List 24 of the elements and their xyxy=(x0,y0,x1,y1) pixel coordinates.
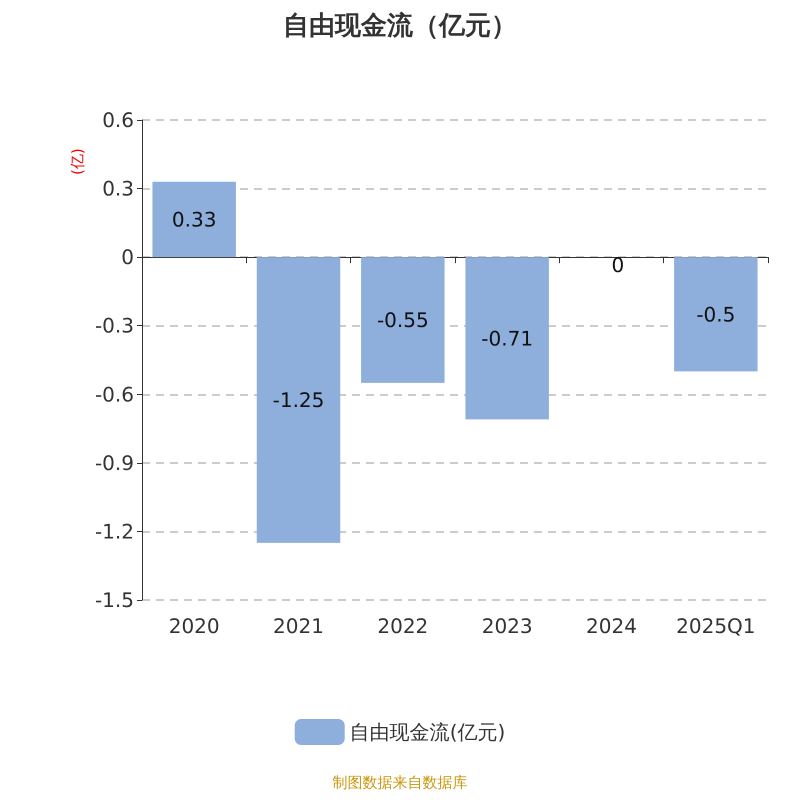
x-tick-label: 2025Q1 xyxy=(676,614,756,638)
y-tick-label: 0.6 xyxy=(102,108,134,132)
data-label: 0 xyxy=(612,253,624,278)
data-label: -0.55 xyxy=(376,308,429,332)
x-tick-label: 2020 xyxy=(168,614,220,638)
y-tick-label: -0.9 xyxy=(94,450,134,475)
x-tick-label: 2021 xyxy=(273,614,324,638)
y-tick-label: -1.2 xyxy=(94,519,134,544)
data-label: -0.5 xyxy=(696,302,736,326)
y-tick-label: 0 xyxy=(121,245,134,270)
y-axis-title: (亿) xyxy=(68,148,86,175)
chart-title: 自由现金流（亿元） xyxy=(283,11,517,41)
y-tick-label: -1.5 xyxy=(94,588,134,612)
x-tick-label: 2024 xyxy=(586,614,637,638)
text: 制图数据来自数据库 xyxy=(332,774,468,792)
y-tick-label: -0.3 xyxy=(94,314,134,338)
data-label: 0.33 xyxy=(172,207,216,232)
x-tick-label: 2022 xyxy=(377,614,428,638)
x-tick-label: 2023 xyxy=(482,614,533,638)
y-tick-label: 0.3 xyxy=(102,176,134,201)
data-label: -1.25 xyxy=(272,388,324,412)
legend-label: 自由现金流(亿元) xyxy=(350,720,506,744)
data-label: -0.71 xyxy=(481,326,534,350)
y-tick-label: -0.6 xyxy=(94,382,134,406)
